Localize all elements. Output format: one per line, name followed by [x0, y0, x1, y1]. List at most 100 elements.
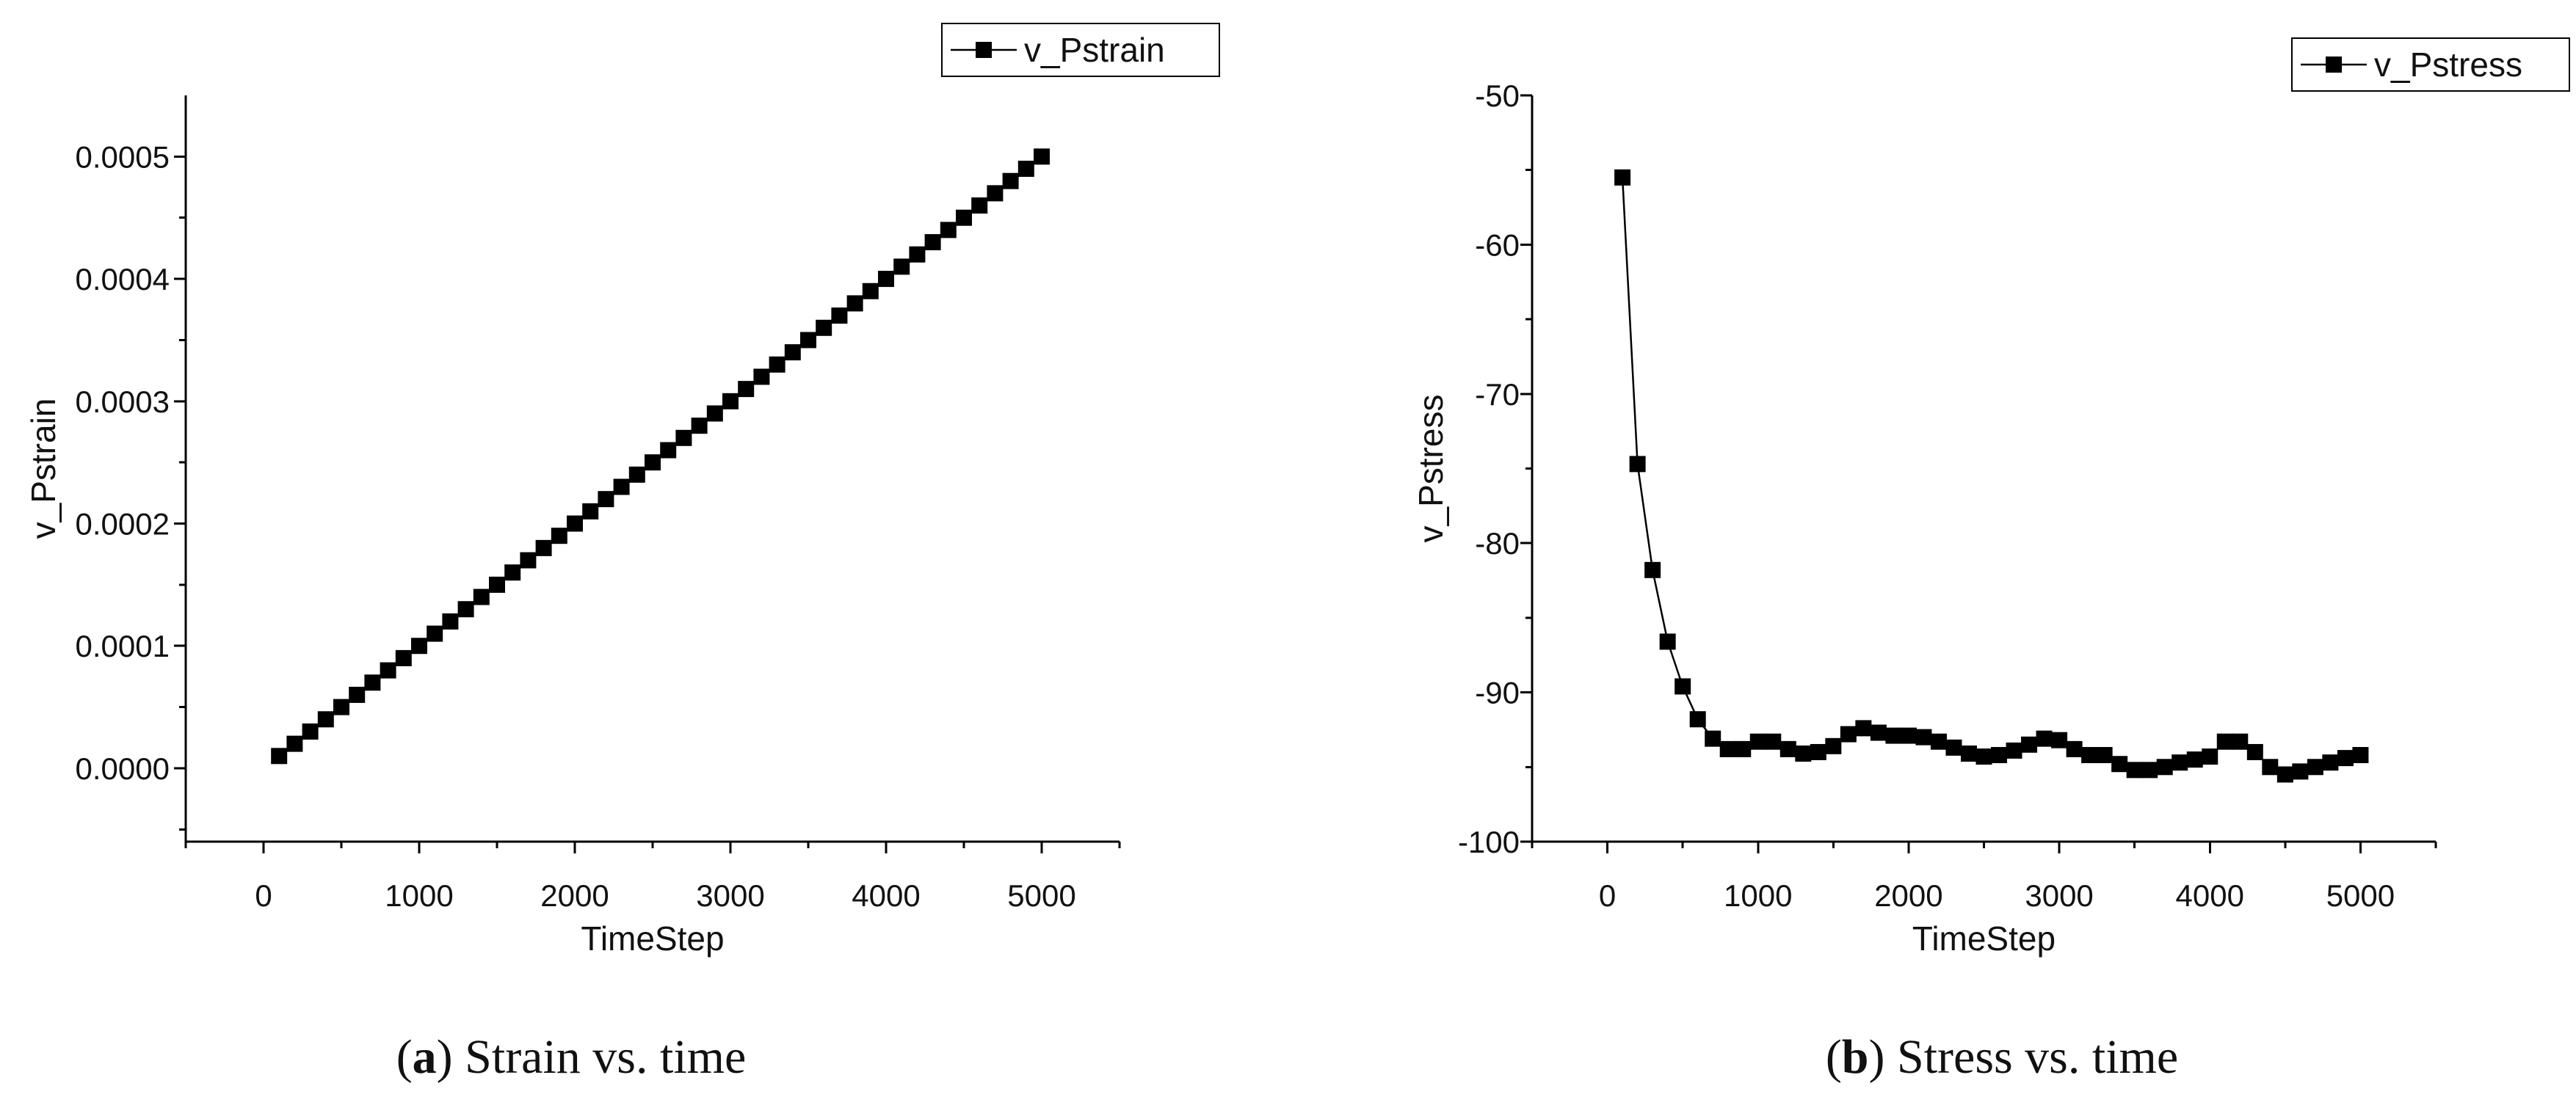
- data-point: [2186, 751, 2203, 768]
- data-point: [1991, 747, 2008, 764]
- data-point: [878, 271, 894, 288]
- y-tick-label: -80: [1475, 526, 1520, 561]
- data-point: [1870, 724, 1887, 741]
- data-point: [2246, 743, 2263, 760]
- data-point: [520, 552, 537, 569]
- data-point: [302, 723, 319, 740]
- data-point: [2021, 736, 2038, 753]
- legend-marker: [2326, 57, 2342, 73]
- data-point: [457, 601, 474, 618]
- x-tick-label: 4000: [2176, 878, 2244, 913]
- chart-caption: (a) Strain vs. time: [396, 1030, 747, 1084]
- y-tick-label: 0.0000: [76, 751, 170, 786]
- y-tick-label: -100: [1458, 825, 1520, 859]
- chart-caption: (b) Stress vs. time: [1826, 1030, 2178, 1084]
- data-point: [598, 491, 614, 508]
- data-point: [333, 699, 349, 715]
- data-point: [473, 588, 490, 605]
- data-point: [706, 405, 723, 422]
- data-point: [1689, 711, 1706, 728]
- x-tick-label: 0: [255, 878, 272, 913]
- data-point: [1735, 740, 1752, 757]
- data-point: [2111, 756, 2128, 773]
- data-point: [1795, 745, 1812, 762]
- data-point: [909, 246, 926, 263]
- legend-label: v_Pstress: [2374, 45, 2522, 84]
- data-point: [427, 625, 443, 642]
- data-point: [1765, 733, 1782, 750]
- data-point: [893, 258, 910, 275]
- data-point: [1779, 740, 1796, 757]
- data-point: [2322, 754, 2339, 771]
- chart-strain: 0.0000 0.0001 0.0002 0.0003 0.0004 0.0005 0 100…: [24, 23, 1220, 1084]
- data-point: [1855, 720, 1872, 737]
- data-point: [2096, 747, 2113, 764]
- x-tick-label: 3000: [696, 878, 764, 913]
- data-point: [769, 356, 786, 373]
- data-point: [1900, 727, 1917, 744]
- data-point: [753, 368, 770, 385]
- x-tick-label: 5000: [1007, 878, 1075, 913]
- data-point: [2036, 730, 2053, 747]
- data-point: [504, 564, 521, 581]
- legend-label: v_Pstrain: [1024, 31, 1165, 69]
- data-point: [1960, 745, 1977, 762]
- data-point: [535, 539, 552, 556]
- y-tick-label: 0.0005: [76, 139, 170, 174]
- y-tick-label: 0.0001: [76, 629, 170, 663]
- data-point: [1629, 456, 1646, 473]
- data-point: [2051, 732, 2068, 748]
- data-point: [2156, 759, 2173, 776]
- x-tick-label: 0: [1599, 878, 1616, 913]
- data-point: [613, 478, 630, 495]
- data-point: [1719, 740, 1736, 757]
- series-line: [1621, 177, 2361, 776]
- data-point: [2081, 747, 2098, 764]
- data-point: [1644, 561, 1661, 578]
- y-axis-label: v_Pstress: [1412, 395, 1450, 543]
- data-point: [2126, 762, 2143, 779]
- chart-stress: -100 -90 -80 -70 -60 -50 0 1000 2000 3000 4000 5000…: [1412, 37, 2570, 1084]
- data-point: [956, 209, 972, 226]
- data-point: [286, 735, 303, 752]
- data-point: [2066, 740, 2083, 757]
- y-tick-label: 0.0004: [76, 262, 170, 296]
- data-point: [628, 466, 645, 483]
- data-point: [364, 674, 381, 691]
- data-point: [800, 332, 816, 349]
- data-point: [1930, 733, 1947, 750]
- data-point: [2216, 733, 2233, 750]
- y-axis-label: v_Pstrain: [24, 398, 62, 539]
- data-point: [2307, 759, 2323, 776]
- x-tick-label: 2000: [540, 878, 609, 913]
- data-point: [1705, 730, 1721, 747]
- y-tick-label: 0.0003: [76, 385, 170, 419]
- x-tick-label: 1000: [385, 878, 453, 913]
- data-point: [442, 613, 459, 630]
- data-point: [2172, 754, 2188, 771]
- x-tick-label: 5000: [2326, 878, 2395, 913]
- data-point: [831, 307, 848, 324]
- data-point: [660, 442, 677, 459]
- data-point: [1825, 737, 1842, 754]
- y-tick-label: -70: [1475, 377, 1520, 412]
- data-point: [349, 686, 366, 703]
- data-point: [1840, 726, 1857, 743]
- data-point: [2202, 748, 2218, 765]
- data-point: [722, 393, 739, 409]
- data-point: [675, 429, 692, 446]
- x-tick-label: 1000: [1724, 878, 1792, 913]
- x-axis-label: TimeStep: [581, 919, 724, 958]
- data-point: [862, 283, 879, 299]
- data-point: [395, 649, 412, 666]
- legend-marker: [976, 42, 992, 58]
- x-tick-label: 2000: [1874, 878, 1942, 913]
- data-point: [924, 234, 941, 251]
- data-point: [380, 662, 396, 679]
- data-point: [940, 222, 957, 238]
- x-tick-label: 3000: [2025, 878, 2093, 913]
- data-point: [1749, 733, 1766, 750]
- y-tick-label: -50: [1475, 79, 1520, 113]
- data-point: [738, 381, 755, 398]
